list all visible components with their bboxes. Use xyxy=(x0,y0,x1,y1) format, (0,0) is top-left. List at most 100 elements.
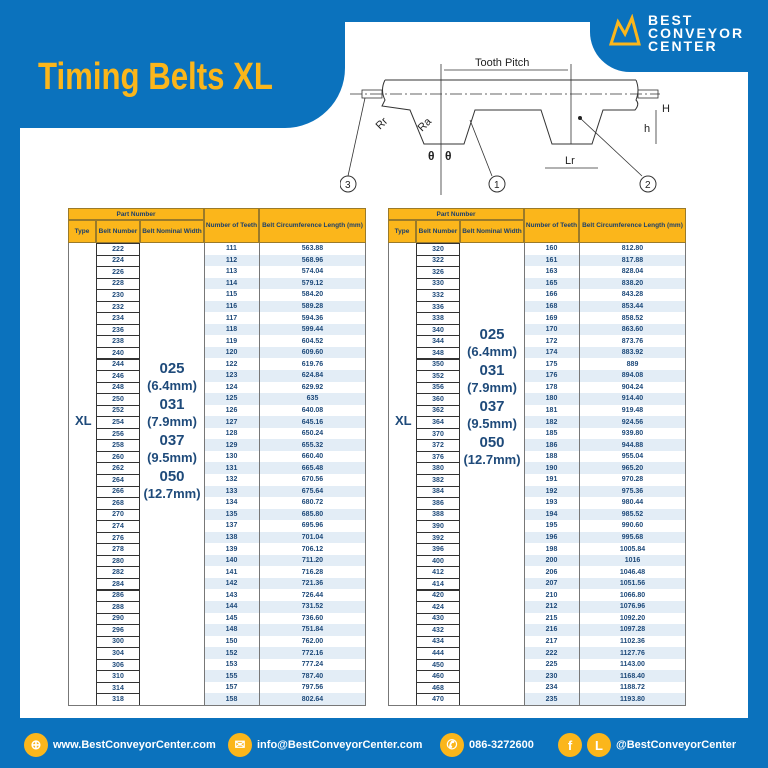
length-cell: 889 xyxy=(626,360,639,368)
length-cell: 568.96 xyxy=(301,256,324,264)
teeth-cell: 181 xyxy=(545,406,558,414)
type-label: XL xyxy=(75,413,92,428)
header-belt-number: Belt Number xyxy=(96,220,140,243)
length-cell: 787.40 xyxy=(301,672,324,680)
callout-2: 2 xyxy=(645,180,651,191)
width-code: 031 xyxy=(479,362,505,379)
footer: ⊕ www.BestConveyorCenter.com ✉ info@BestCo… xyxy=(0,728,768,762)
divider xyxy=(579,243,580,705)
teeth-cell: 212 xyxy=(545,603,558,611)
length-cell: 853.44 xyxy=(621,303,644,311)
length-cell: 975.36 xyxy=(621,487,644,495)
teeth-cell: 115 xyxy=(225,291,238,299)
teeth-cell: 119 xyxy=(225,337,238,345)
teeth-cell: 130 xyxy=(225,453,238,461)
teeth-cell: 157 xyxy=(225,684,238,692)
nominal-width: 037 (9.5mm) xyxy=(140,432,204,466)
teeth-cell: 191 xyxy=(545,476,558,484)
row-stripe xyxy=(525,531,685,544)
length-cell: 924.56 xyxy=(621,418,644,426)
teeth-cell: 174 xyxy=(545,349,558,357)
nominal-width: 031 (7.9mm) xyxy=(460,362,524,396)
teeth-cell: 127 xyxy=(225,418,238,426)
teeth-cell: 178 xyxy=(545,383,558,391)
length-cell: 777.24 xyxy=(301,661,324,669)
row-stripe xyxy=(525,277,685,290)
length-cell: 1046.48 xyxy=(619,568,646,576)
length-cell: 914.40 xyxy=(621,395,644,403)
header-part-number: Part Number xyxy=(68,208,204,220)
teeth-cell: 142 xyxy=(225,580,238,588)
header-nominal-width: Belt Nominal Width xyxy=(140,220,204,243)
teeth-cell: 200 xyxy=(545,557,558,565)
phone-icon: ✆ xyxy=(440,733,464,757)
width-mm: (12.7mm) xyxy=(143,486,201,501)
footer-social[interactable]: f L @BestConveyorCenter xyxy=(558,733,736,757)
teeth-cell: 158 xyxy=(225,695,238,703)
length-cell: 670.56 xyxy=(301,476,324,484)
length-cell: 640.08 xyxy=(301,406,324,414)
teeth-cell: 170 xyxy=(545,326,558,334)
teeth-cell: 222 xyxy=(545,649,558,657)
teeth-cell: 123 xyxy=(225,372,238,380)
teeth-cell: 194 xyxy=(545,510,558,518)
header-part-number: Part Number xyxy=(388,208,524,220)
row-stripe xyxy=(205,346,365,359)
length-cell: 695.96 xyxy=(301,522,324,530)
length-cell: 599.44 xyxy=(301,326,324,334)
teeth-cell: 132 xyxy=(225,476,238,484)
teeth-cell: 155 xyxy=(225,672,238,680)
row-stripe xyxy=(525,346,685,359)
length-cell: 701.04 xyxy=(301,534,324,542)
width-mm: (6.4mm) xyxy=(467,344,517,359)
row-stripe xyxy=(205,370,365,382)
length-cell: 1092.20 xyxy=(619,614,646,622)
teeth-cell: 190 xyxy=(545,464,558,472)
divider xyxy=(68,243,69,705)
length-cell: 1066.80 xyxy=(619,591,646,599)
row-stripe xyxy=(525,508,685,521)
length-cell: 574.04 xyxy=(301,268,324,276)
row-stripe xyxy=(205,462,365,474)
nominal-width-list: 025 (6.4mm) 031 (7.9mm) 037 (9.5mm) 050 (12.7mm… xyxy=(140,360,204,504)
length-cell: 1097.28 xyxy=(619,626,646,634)
nominal-width: 025 (6.4mm) xyxy=(460,326,524,360)
length-cell: 624.84 xyxy=(301,372,324,380)
row-stripe xyxy=(525,416,685,428)
length-cell: 589.28 xyxy=(301,303,324,311)
length-cell: 1168.40 xyxy=(620,672,645,680)
teeth-cell: 207 xyxy=(545,580,558,588)
type-label: XL xyxy=(395,413,412,428)
row-stripe xyxy=(525,254,685,267)
length-cell: 955.04 xyxy=(621,453,644,461)
row-stripe xyxy=(205,439,365,451)
footer-email[interactable]: ✉ info@BestConveyorCenter.com xyxy=(228,733,422,757)
row-stripe xyxy=(205,508,365,521)
teeth-cell: 172 xyxy=(545,337,558,345)
rr-label: Rr xyxy=(374,115,391,132)
teeth-cell: 145 xyxy=(225,614,238,622)
length-cell: 762.00 xyxy=(301,637,324,645)
teeth-cell: 186 xyxy=(545,441,558,449)
header-length: Belt Circumference Length (mm) xyxy=(259,208,366,243)
row-stripe xyxy=(205,624,365,636)
tooth-pitch-label: Tooth Pitch xyxy=(475,57,529,69)
header-nominal-width: Belt Nominal Width xyxy=(460,220,524,243)
row-stripe xyxy=(525,485,685,498)
width-code: 037 xyxy=(479,398,505,415)
width-code: 050 xyxy=(479,434,505,451)
width-mm: (12.7mm) xyxy=(463,452,521,467)
width-code: 037 xyxy=(159,432,185,449)
length-cell: 1188.72 xyxy=(620,684,645,692)
footer-website[interactable]: ⊕ www.BestConveyorCenter.com xyxy=(24,733,216,757)
footer-phone[interactable]: ✆ 086-3272600 xyxy=(440,733,534,757)
width-code: 025 xyxy=(159,360,185,377)
width-mm: (9.5mm) xyxy=(467,416,517,431)
length-cell: 665.48 xyxy=(301,464,324,472)
length-cell: 863.60 xyxy=(621,326,644,334)
row-stripe xyxy=(205,647,365,659)
divider xyxy=(685,243,686,705)
mail-icon: ✉ xyxy=(228,733,252,757)
row-stripe xyxy=(205,531,365,544)
length-cell: 721.36 xyxy=(301,580,324,588)
